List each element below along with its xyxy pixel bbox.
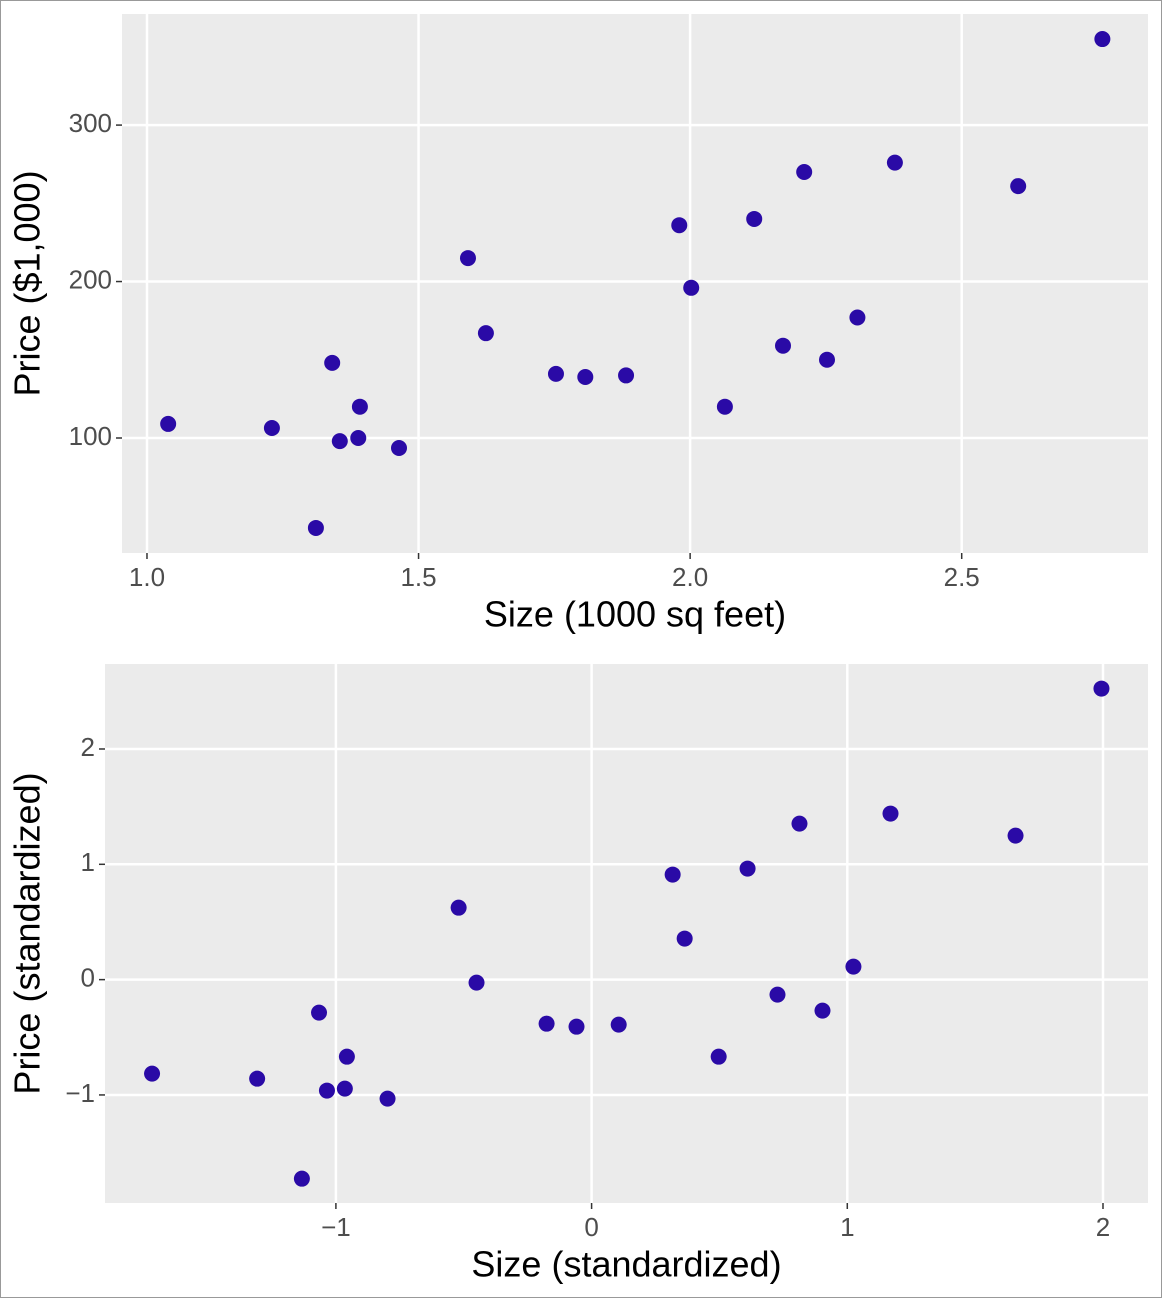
y-axis-title: Price (standardized)	[7, 772, 48, 1094]
x-tick-label: 1	[840, 1212, 854, 1242]
x-tick-label: 2	[1096, 1212, 1110, 1242]
point	[307, 519, 324, 536]
point	[577, 368, 594, 385]
x-axis-title: Size (standardized)	[471, 1244, 781, 1285]
y-tick-label: −1	[65, 1078, 95, 1108]
point	[547, 365, 564, 382]
y-tick-label: 100	[69, 421, 112, 451]
x-tick-label: 2.5	[944, 562, 980, 592]
x-tick-label: 0	[584, 1212, 598, 1242]
y-tick-label: 0	[81, 963, 95, 993]
point	[379, 1090, 396, 1107]
y-tick-label: 300	[69, 108, 112, 138]
x-axis-title: Size (1000 sq feet)	[484, 594, 786, 635]
point	[311, 1004, 328, 1021]
y-tick-label: 1	[81, 847, 95, 877]
point	[710, 1048, 727, 1065]
point	[664, 866, 681, 883]
x-tick-label: 1.0	[129, 562, 165, 592]
point	[324, 354, 341, 371]
y-tick-label: 2	[81, 732, 95, 762]
point	[610, 1016, 627, 1033]
point	[716, 398, 733, 415]
point	[391, 440, 408, 457]
y-tick-label: 200	[69, 264, 112, 294]
point	[882, 805, 899, 822]
point	[775, 337, 792, 354]
plot-panel	[122, 14, 1148, 553]
point	[331, 433, 348, 450]
point	[1094, 31, 1111, 48]
point	[1093, 680, 1110, 697]
point	[338, 1048, 355, 1065]
point	[318, 1082, 335, 1099]
point	[450, 899, 467, 916]
point	[1010, 178, 1027, 195]
point	[336, 1080, 353, 1097]
point	[819, 351, 836, 368]
point	[263, 419, 280, 436]
point	[746, 210, 763, 227]
point	[351, 398, 368, 415]
point	[796, 164, 813, 181]
point	[683, 279, 700, 296]
point	[249, 1070, 266, 1087]
point	[538, 1015, 555, 1032]
y-axis-title: Price ($1,000)	[7, 170, 48, 396]
point	[845, 958, 862, 975]
point	[769, 986, 786, 1003]
point	[739, 860, 756, 877]
x-tick-label: −1	[321, 1212, 351, 1242]
point	[459, 250, 476, 267]
point	[1007, 827, 1024, 844]
point	[144, 1065, 161, 1082]
point	[676, 930, 693, 947]
point	[886, 154, 903, 171]
point	[618, 367, 635, 384]
point	[477, 325, 494, 342]
point	[350, 430, 367, 447]
x-tick-label: 2.0	[672, 562, 708, 592]
point	[671, 217, 688, 234]
plot-panel	[105, 664, 1148, 1203]
point	[849, 309, 866, 326]
point	[293, 1170, 310, 1187]
point	[468, 974, 485, 991]
x-tick-label: 1.5	[400, 562, 436, 592]
point	[791, 815, 808, 832]
point	[814, 1002, 831, 1019]
point	[568, 1018, 585, 1035]
point	[160, 415, 177, 432]
